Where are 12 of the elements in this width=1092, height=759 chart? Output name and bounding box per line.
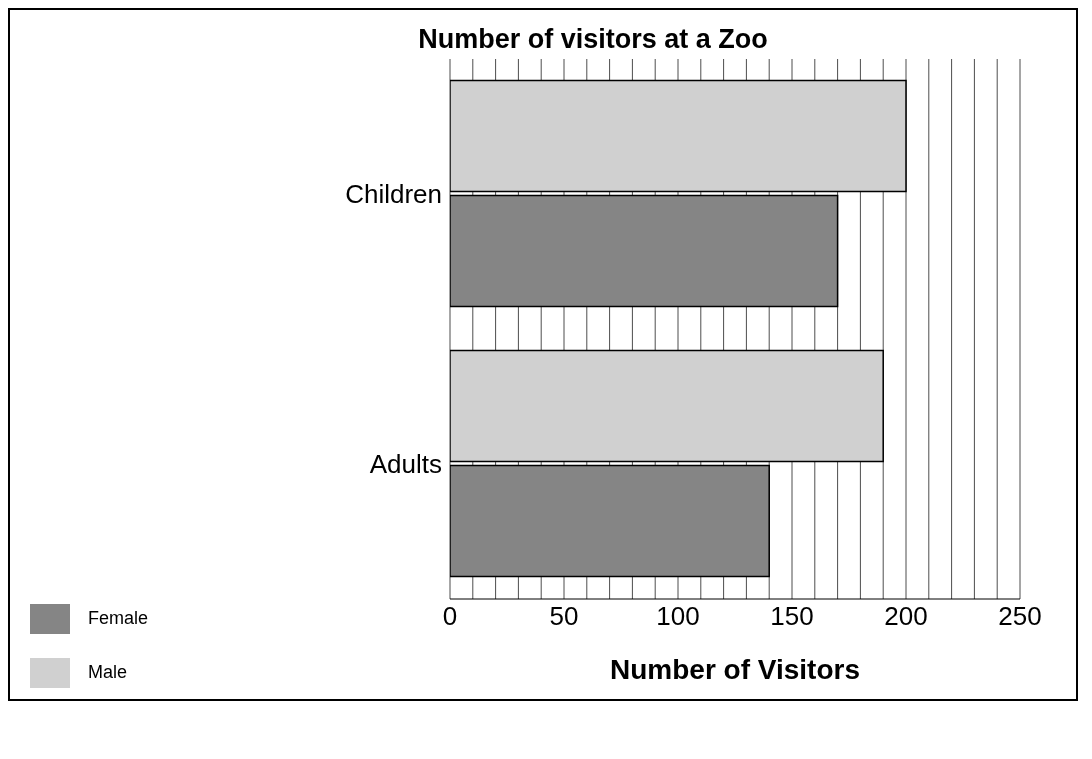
chart-title: Number of visitors at a Zoo: [417, 23, 769, 56]
x-tick-label: 150: [770, 601, 814, 632]
x-axis-title: Number of Visitors: [610, 654, 860, 685]
legend-label: Female: [88, 608, 149, 628]
y-tick-label: Children: [345, 179, 442, 210]
x-tick-label: 0: [442, 601, 458, 632]
x-tick-label: 50: [549, 601, 579, 632]
y-tick-label: Adults: [369, 449, 442, 480]
x-tick-label: 250: [998, 601, 1042, 632]
x-tick-label: 200: [884, 601, 928, 632]
x-tick-label: 100: [656, 601, 700, 632]
legend-label: Male: [88, 662, 128, 682]
